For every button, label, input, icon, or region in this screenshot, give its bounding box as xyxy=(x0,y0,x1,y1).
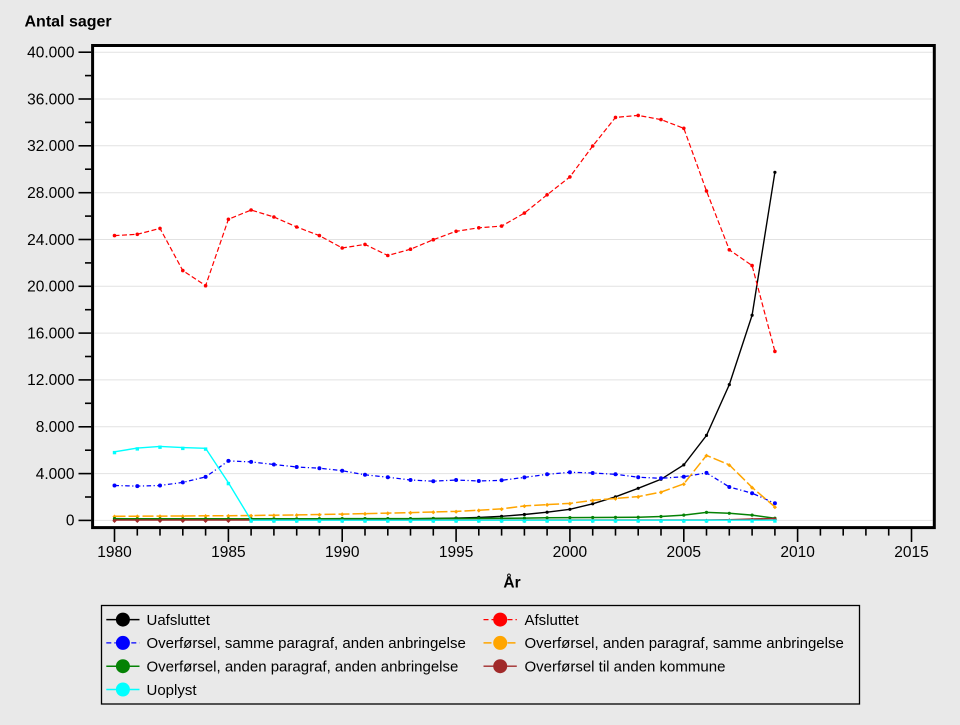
svg-text:Overførsel, anden paragraf, an: Overførsel, anden paragraf, anden anbrin… xyxy=(147,659,459,676)
svg-text:Antal sager: Antal sager xyxy=(25,14,112,31)
svg-text:2010: 2010 xyxy=(780,544,815,561)
svg-text:12.000: 12.000 xyxy=(27,372,75,389)
svg-text:2015: 2015 xyxy=(894,544,928,561)
svg-text:0: 0 xyxy=(66,513,75,530)
svg-text:Overførsel, samme paragraf, an: Overførsel, samme paragraf, anden anbrin… xyxy=(147,635,466,652)
svg-text:4.000: 4.000 xyxy=(36,466,75,483)
svg-text:År: År xyxy=(503,575,520,592)
svg-text:Overførsel til anden kommune: Overførsel til anden kommune xyxy=(525,659,726,676)
svg-text:Afsluttet: Afsluttet xyxy=(525,612,580,629)
svg-text:8.000: 8.000 xyxy=(36,419,75,436)
svg-text:2000: 2000 xyxy=(553,544,588,561)
svg-text:32.000: 32.000 xyxy=(27,138,75,155)
svg-text:1990: 1990 xyxy=(325,544,360,561)
svg-text:28.000: 28.000 xyxy=(27,185,75,202)
svg-text:2005: 2005 xyxy=(667,544,701,561)
svg-text:40.000: 40.000 xyxy=(27,45,75,62)
svg-text:24.000: 24.000 xyxy=(27,232,75,249)
svg-text:1995: 1995 xyxy=(439,544,473,561)
svg-text:1985: 1985 xyxy=(211,544,245,561)
svg-text:1980: 1980 xyxy=(97,544,132,561)
svg-text:36.000: 36.000 xyxy=(27,91,75,108)
svg-text:16.000: 16.000 xyxy=(27,325,75,342)
svg-text:20.000: 20.000 xyxy=(27,279,75,296)
svg-text:Overførsel, anden paragraf, sa: Overførsel, anden paragraf, samme anbrin… xyxy=(525,635,844,652)
svg-text:Uoplyst: Uoplyst xyxy=(147,682,198,699)
svg-text:Uafsluttet: Uafsluttet xyxy=(147,612,211,629)
